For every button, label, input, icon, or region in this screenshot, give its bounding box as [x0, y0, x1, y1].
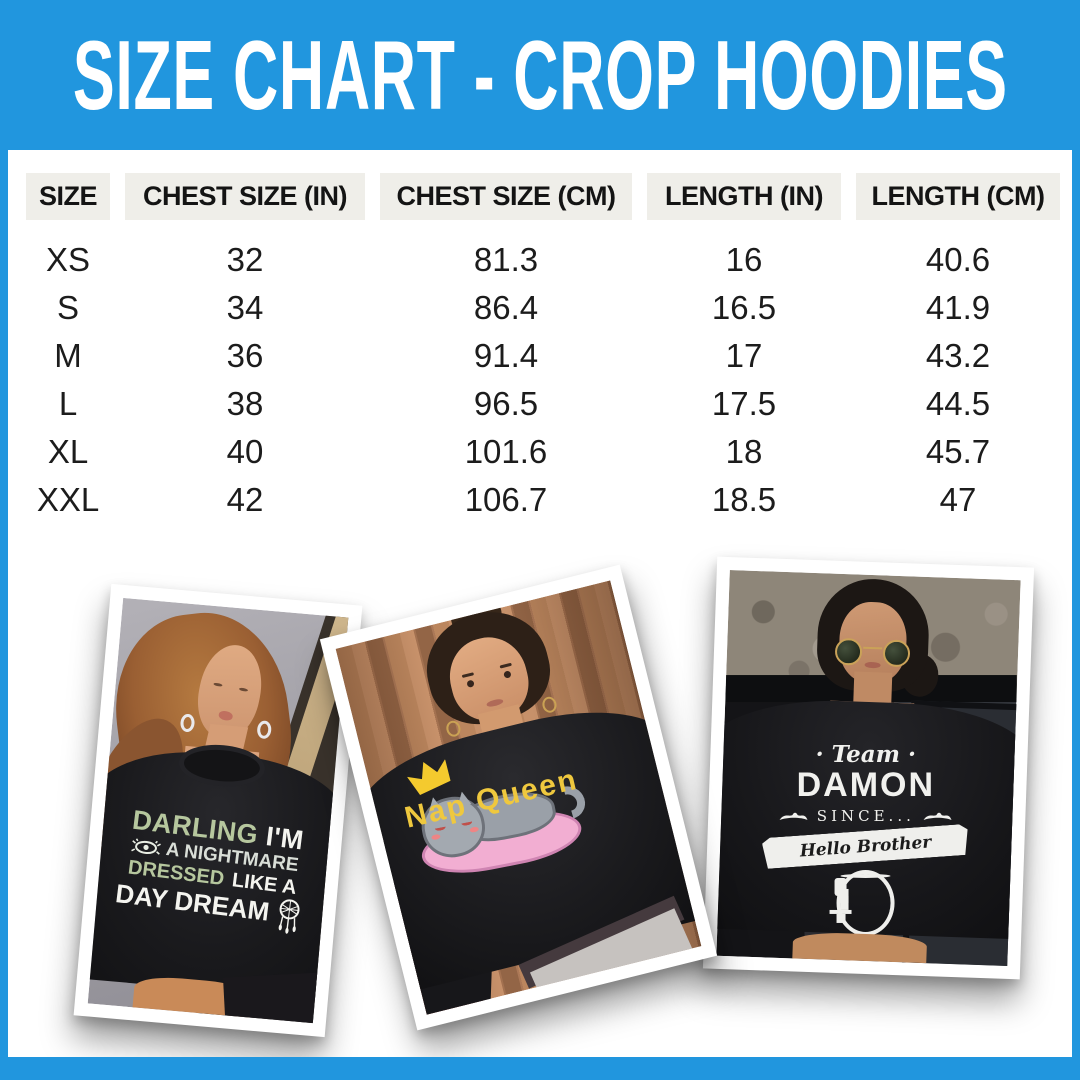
cell-value: 34 [226, 289, 264, 326]
cell-value: 40 [226, 433, 264, 470]
design-banner-text: Hello Brother [799, 831, 933, 861]
daylight-ring-icon [830, 869, 896, 936]
cell-value: 86.4 [473, 289, 539, 326]
cell-value: 36 [226, 337, 264, 374]
column-header-chest-in: CHEST SIZE (IN) [125, 173, 365, 220]
cell-value: 47 [939, 481, 977, 518]
cell-value: 40.6 [925, 241, 991, 278]
cell-size: M [54, 337, 82, 374]
right-border-stripe [1072, 0, 1080, 1080]
cell-size: S [56, 289, 79, 326]
dark-pants [222, 972, 330, 1024]
cell-value: 43.2 [925, 337, 991, 374]
hoodie-graphic-daydream: DARLING I'M A NIGHTMARE DRESSED LIKE A DAY… [107, 803, 318, 936]
cell-value: 96.5 [473, 385, 539, 422]
cell-size: XXL [36, 481, 100, 518]
column-header-length-cm: LENGTH (CM) [856, 173, 1060, 220]
cell-value: 18.5 [711, 481, 777, 518]
page-title: SIZE CHART - CROP HOODIES [72, 19, 1008, 130]
cell-size: L [58, 385, 78, 422]
cell-value: 18 [725, 433, 763, 470]
ribbon-banner: Hello Brother [762, 824, 970, 869]
design-team: · Team · [815, 740, 917, 768]
cell-value: 41.9 [925, 289, 991, 326]
hoodie-graphic-team-damon: · Team · DAMON SINCE... Hello Brother [747, 741, 986, 936]
cell-value: 81.3 [473, 241, 539, 278]
product-photo-daydream: DARLING I'M A NIGHTMARE DRESSED LIKE A DAY… [73, 583, 363, 1038]
cell-size: XS [45, 241, 91, 278]
size-table-header: SIZE CHEST SIZE (IN) CHEST SIZE (CM) LEN… [26, 173, 1060, 220]
design-since: SINCE... [816, 806, 916, 825]
column-header-size: SIZE [26, 173, 110, 220]
eye-icon [131, 838, 161, 855]
cell-value: 38 [226, 385, 264, 422]
left-border-stripe [0, 0, 8, 1080]
cell-value: 44.5 [925, 385, 991, 422]
cell-value: 16.5 [711, 289, 777, 326]
size-table: XS 32 81.3 16 40.6 S 34 86.4 16.5 41.9 M… [26, 236, 1060, 524]
cell-value: 16 [725, 241, 763, 278]
crow-icon [780, 812, 809, 820]
cell-value: 17 [725, 337, 763, 374]
cell-value: 32 [226, 241, 264, 278]
cell-value: 17.5 [711, 385, 777, 422]
product-photo-nap-queen: Nap Queen [319, 564, 718, 1031]
cell-size: XL [47, 433, 89, 470]
product-photo-team-damon: · Team · DAMON SINCE... Hello Brother [702, 556, 1035, 980]
cell-value: 42 [226, 481, 264, 518]
cell-value: 91.4 [473, 337, 539, 374]
column-header-chest-cm: CHEST SIZE (CM) [380, 173, 632, 220]
cell-value: 101.6 [464, 433, 548, 470]
title-banner: SIZE CHART - CROP HOODIES [0, 0, 1080, 150]
column-header-length-in: LENGTH (IN) [647, 173, 841, 220]
cell-value: 106.7 [464, 481, 548, 518]
design-name: DAMON [796, 765, 936, 804]
design-word: I'M [263, 820, 306, 856]
round-sunglasses-icon [831, 637, 913, 671]
crow-icon [923, 812, 952, 820]
bottom-border-stripe [0, 1057, 1080, 1080]
dreamcatcher-icon [278, 898, 300, 934]
cell-value: 45.7 [925, 433, 991, 470]
